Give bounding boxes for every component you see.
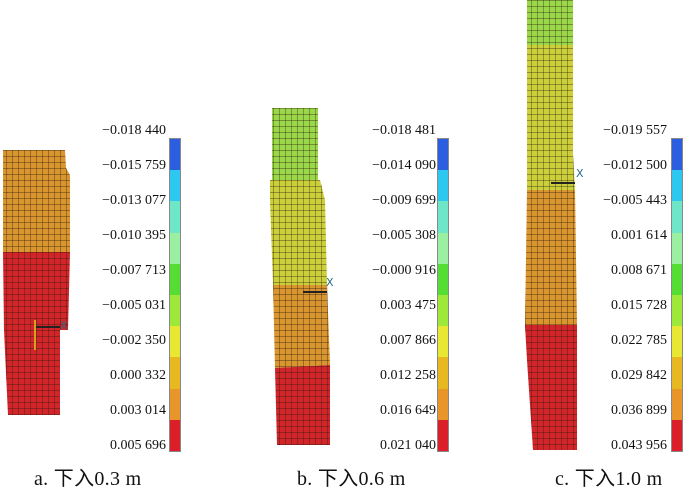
color-bar-segment xyxy=(438,419,448,451)
color-bar-segment xyxy=(438,357,448,389)
legend-label: 0.003 014 xyxy=(110,403,166,418)
legend-label: −0.005 443 xyxy=(603,193,667,208)
color-bar-b xyxy=(437,138,449,452)
color-bar-segment xyxy=(672,201,682,233)
legend-label: −0.000 916 xyxy=(372,263,436,278)
axis-x-label: X xyxy=(326,276,334,289)
legend-labels-a: −0.018 440 −0.015 759 −0.013 077 −0.010 … xyxy=(76,0,166,470)
color-bar-segment xyxy=(672,419,682,451)
legend-label: −0.019 557 xyxy=(603,123,667,138)
legend-label: 0.008 671 xyxy=(611,263,667,278)
legend-label: 0.001 614 xyxy=(611,228,667,243)
pile-model-c xyxy=(525,0,577,450)
caption-a: a. 下入0.3 m xyxy=(34,468,142,490)
pile-model-b xyxy=(270,108,330,445)
legend-labels-b: −0.018 481 −0.014 090 −0.009 699 −0.005 … xyxy=(346,0,436,470)
color-bar-segment xyxy=(672,326,682,358)
color-bar-segment xyxy=(170,326,180,358)
axis-x-label: X xyxy=(576,167,584,180)
color-bar-segment xyxy=(438,170,448,202)
legend-label: 0.022 785 xyxy=(611,333,667,348)
legend-label: −0.007 713 xyxy=(102,263,166,278)
legend-label: 0.036 899 xyxy=(611,403,667,418)
legend-label: −0.009 699 xyxy=(372,193,436,208)
legend-label: 0.015 728 xyxy=(611,298,667,313)
color-bar-segment xyxy=(438,201,448,233)
legend-label: −0.012 500 xyxy=(603,158,667,173)
color-bar-segment xyxy=(170,232,180,264)
color-bar-segment xyxy=(170,388,180,420)
color-bar-segment xyxy=(438,232,448,264)
color-bar-segment xyxy=(170,294,180,327)
color-bar-segment xyxy=(438,139,448,171)
color-bar-segment xyxy=(672,388,682,420)
color-bar-segment xyxy=(672,294,682,327)
panel-c: X −0.019 557 −0.012 500 −0.005 443 0.001… xyxy=(465,0,700,490)
legend-label: 0.043 956 xyxy=(611,438,667,453)
caption-b: b. 下入0.6 m xyxy=(297,468,406,490)
color-bar-segment xyxy=(438,388,448,420)
legend-label: −0.010 395 xyxy=(102,228,166,243)
axis-triad-icon xyxy=(303,291,327,293)
legend-label: −0.018 481 xyxy=(372,123,436,138)
legend-label: −0.018 440 xyxy=(102,123,166,138)
legend-label: −0.005 308 xyxy=(372,228,436,243)
legend-label: 0.005 696 xyxy=(110,438,166,453)
legend-label: 0.029 842 xyxy=(611,368,667,383)
caption-c: c. 下入1.0 m xyxy=(555,468,663,490)
legend-labels-c: −0.019 557 −0.012 500 −0.005 443 0.001 6… xyxy=(577,0,667,470)
color-bar-segment xyxy=(170,419,180,451)
color-bar-segment xyxy=(170,263,180,295)
axis-triad-icon xyxy=(551,182,575,184)
color-bar-segment xyxy=(672,170,682,202)
legend-label: 0.003 475 xyxy=(380,298,436,313)
color-bar-a xyxy=(169,138,181,452)
color-bar-segment xyxy=(672,232,682,264)
legend-label: 0.016 649 xyxy=(380,403,436,418)
legend-label: −0.002 350 xyxy=(102,333,166,348)
legend-label: 0.000 332 xyxy=(110,368,166,383)
axis-triad-icon xyxy=(34,326,60,328)
color-bar-segment xyxy=(170,170,180,202)
color-bar-segment xyxy=(438,294,448,327)
legend-label: −0.015 759 xyxy=(102,158,166,173)
legend-label: −0.014 090 xyxy=(372,158,436,173)
color-bar-c xyxy=(671,138,683,452)
color-bar-segment xyxy=(170,357,180,389)
panel-b: X −0.018 481 −0.014 090 −0.009 699 −0.00… xyxy=(225,0,465,490)
color-bar-segment xyxy=(672,139,682,171)
panel-a: X −0.018 440 −0.015 759 −0.013 077 −0.01… xyxy=(0,0,225,490)
color-bar-segment xyxy=(438,263,448,295)
legend-label: 0.012 258 xyxy=(380,368,436,383)
color-bar-segment xyxy=(438,326,448,358)
legend-label: 0.021 040 xyxy=(380,438,436,453)
pile-model-a xyxy=(3,150,70,415)
legend-label: 0.007 866 xyxy=(380,333,436,348)
axis-triad-y-icon xyxy=(34,320,36,350)
color-bar-segment xyxy=(672,357,682,389)
color-bar-segment xyxy=(170,139,180,171)
legend-label: −0.013 077 xyxy=(102,193,166,208)
axis-x-label: X xyxy=(60,319,68,332)
legend-label: −0.005 031 xyxy=(102,298,166,313)
color-bar-segment xyxy=(170,201,180,233)
color-bar-segment xyxy=(672,263,682,295)
